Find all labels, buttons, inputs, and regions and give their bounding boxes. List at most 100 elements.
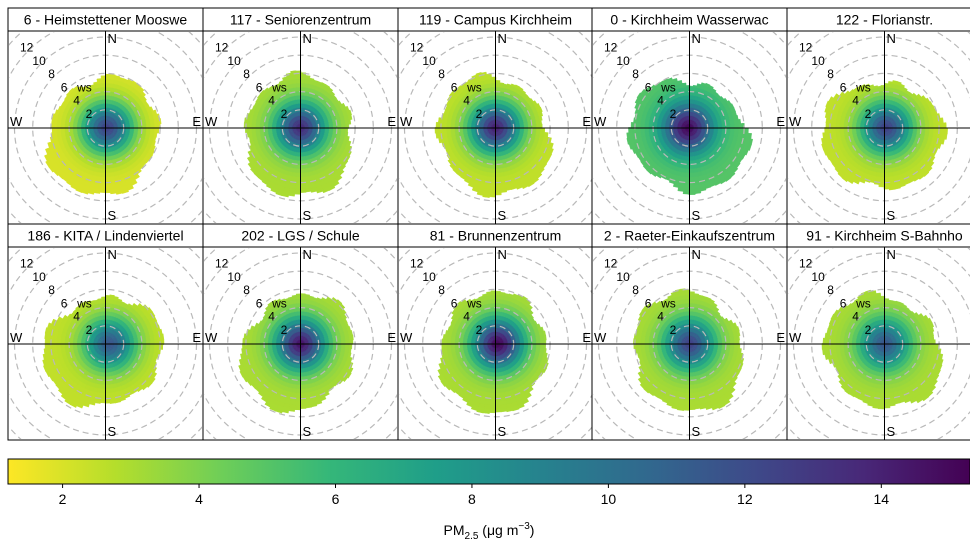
polar-surface bbox=[204, 32, 397, 223]
compass-w: W bbox=[205, 114, 218, 129]
colorbar-tick-label: 10 bbox=[601, 491, 617, 507]
radial-tick-label: 4 bbox=[463, 94, 470, 108]
radial-unit-label: ws bbox=[76, 296, 92, 310]
compass-n: N bbox=[692, 31, 701, 46]
panel-title: 119 - Campus Kirchheim bbox=[419, 12, 572, 28]
colorbar-tick-label: 14 bbox=[874, 491, 890, 507]
compass-w: W bbox=[789, 114, 802, 129]
radial-tick-label: 8 bbox=[438, 283, 445, 297]
radial-tick-label: 10 bbox=[811, 270, 825, 284]
radial-tick-label: 6 bbox=[840, 296, 847, 310]
radial-tick-label: 2 bbox=[670, 107, 677, 121]
radial-tick-label: 4 bbox=[657, 310, 664, 324]
radial-tick-label: 10 bbox=[422, 270, 436, 284]
radial-tick-label: 12 bbox=[215, 257, 229, 271]
radial-tick-label: 2 bbox=[281, 107, 288, 121]
radial-tick-label: 8 bbox=[827, 67, 834, 81]
polar-surface bbox=[9, 32, 202, 223]
radial-tick-label: 2 bbox=[476, 323, 483, 337]
radial-tick-label: 12 bbox=[410, 257, 424, 271]
panel-title: 2 - Raeter-Einkaufszentrum bbox=[604, 228, 775, 244]
radial-tick-label: 4 bbox=[268, 310, 275, 324]
panel-title: 6 - Heimstettener Mooswe bbox=[24, 12, 188, 28]
panel-title: 122 - Florianstr. bbox=[836, 12, 933, 28]
compass-s: S bbox=[692, 424, 701, 439]
radial-tick-label: 4 bbox=[463, 310, 470, 324]
compass-s: S bbox=[887, 424, 896, 439]
compass-w: W bbox=[400, 330, 413, 345]
compass-s: S bbox=[498, 208, 507, 223]
colorbar-tick-label: 12 bbox=[737, 491, 753, 507]
radial-tick-label: 8 bbox=[438, 67, 445, 81]
radial-tick-label: 10 bbox=[811, 54, 825, 68]
radial-unit-label: ws bbox=[660, 296, 676, 310]
radial-tick-label: 10 bbox=[616, 54, 630, 68]
compass-e: E bbox=[776, 114, 785, 129]
radial-unit-label: ws bbox=[271, 80, 287, 94]
compass-s: S bbox=[692, 208, 701, 223]
radial-tick-label: 10 bbox=[32, 270, 46, 284]
radial-tick-label: 12 bbox=[799, 41, 813, 55]
radial-tick-label: 6 bbox=[645, 296, 652, 310]
radial-tick-label: 2 bbox=[670, 323, 677, 337]
radial-tick-label: 4 bbox=[657, 94, 664, 108]
compass-w: W bbox=[400, 114, 413, 129]
compass-s: S bbox=[303, 208, 312, 223]
compass-n: N bbox=[303, 247, 312, 262]
compass-w: W bbox=[10, 330, 23, 345]
compass-n: N bbox=[498, 247, 507, 262]
compass-e: E bbox=[387, 330, 396, 345]
compass-w: W bbox=[789, 330, 802, 345]
radial-tick-label: 2 bbox=[86, 107, 93, 121]
radial-tick-label: 12 bbox=[604, 41, 618, 55]
radial-tick-label: 10 bbox=[32, 54, 46, 68]
radial-tick-label: 2 bbox=[86, 323, 93, 337]
polar-panel: 91 - Kirchheim S-BahnhoNSEW246ws81012 bbox=[786, 223, 970, 441]
polar-surface bbox=[788, 248, 970, 439]
panel-title: 117 - Seniorenzentrum bbox=[230, 12, 371, 28]
radial-unit-label: ws bbox=[76, 80, 92, 94]
colorbar-tick-label: 2 bbox=[59, 491, 67, 507]
compass-e: E bbox=[582, 330, 591, 345]
radial-tick-label: 4 bbox=[852, 94, 859, 108]
compass-e: E bbox=[582, 114, 591, 129]
radial-tick-label: 8 bbox=[827, 283, 834, 297]
compass-s: S bbox=[108, 208, 117, 223]
compass-n: N bbox=[692, 247, 701, 262]
colorbar-tick-label: 6 bbox=[332, 491, 340, 507]
radial-tick-label: 10 bbox=[616, 270, 630, 284]
radial-tick-label: 2 bbox=[865, 107, 872, 121]
panel-title: 0 - Kirchheim Wasserwac bbox=[610, 12, 768, 28]
polar-surface bbox=[788, 32, 970, 223]
radial-tick-label: 6 bbox=[61, 296, 68, 310]
compass-e: E bbox=[776, 330, 785, 345]
radial-tick-label: 6 bbox=[645, 80, 652, 94]
compass-s: S bbox=[887, 208, 896, 223]
panel-title: 186 - KITA / Lindenviertel bbox=[27, 228, 183, 244]
panel-title: 81 - Brunnenzentrum bbox=[430, 228, 562, 244]
radial-tick-label: 12 bbox=[20, 41, 34, 55]
radial-tick-label: 8 bbox=[48, 67, 55, 81]
radial-tick-label: 6 bbox=[840, 80, 847, 94]
compass-n: N bbox=[887, 247, 896, 262]
radial-unit-label: ws bbox=[466, 80, 482, 94]
compass-n: N bbox=[498, 31, 507, 46]
radial-tick-label: 12 bbox=[604, 257, 618, 271]
compass-e: E bbox=[192, 114, 201, 129]
radial-tick-label: 4 bbox=[268, 94, 275, 108]
panel-title: 91 - Kirchheim S-Bahnho bbox=[806, 228, 963, 244]
compass-w: W bbox=[10, 114, 23, 129]
radial-tick-label: 2 bbox=[476, 107, 483, 121]
compass-s: S bbox=[303, 424, 312, 439]
compass-w: W bbox=[594, 114, 607, 129]
colorbar: 2 4 6 8 10 12 14 PM2.5 (μg m−3) bbox=[7, 458, 970, 542]
